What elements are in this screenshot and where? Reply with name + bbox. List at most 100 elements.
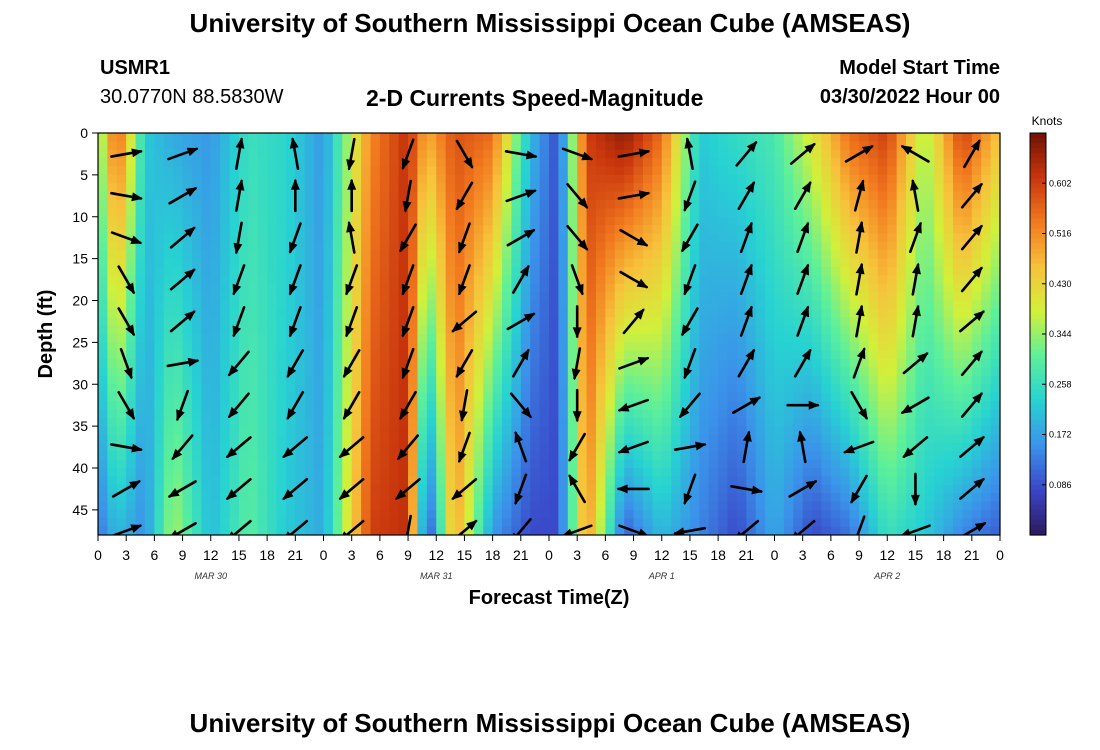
current-vector-arrow [684,137,694,171]
heatmap-cell [661,417,672,427]
heatmap-cell [614,208,625,218]
heatmap-cell [586,359,597,369]
heatmap-cell [267,158,278,168]
heatmap-cell [361,250,372,260]
heatmap-cell [746,283,757,293]
heatmap-cell [558,468,569,477]
heatmap-cell [727,317,738,327]
heatmap-cell [887,442,898,452]
heatmap-cell [436,325,447,335]
heatmap-cell [877,392,888,402]
heatmap-cell [248,241,259,251]
heatmap-cell [473,233,484,243]
heatmap-cell [887,258,898,268]
heatmap-cell [135,317,146,327]
heatmap-cell [567,359,578,369]
heatmap-cell [276,417,287,427]
heatmap-cell [389,208,400,218]
heatmap-cell [699,225,710,235]
current-vector-arrow [732,396,761,414]
current-vector-arrow [288,264,302,296]
heatmap-cell [220,434,231,444]
heatmap-cell [483,459,494,469]
heatmap-cell [408,367,419,377]
heatmap-cell [295,208,306,218]
heatmap-cell [558,509,569,519]
heatmap-cell [962,149,973,159]
heatmap-cell [812,392,823,402]
heatmap-cell [830,317,841,327]
heatmap-cell [652,451,663,461]
heatmap-cell [727,334,738,343]
heatmap-cell [257,518,268,528]
heatmap-cell [511,409,522,419]
heatmap-cell [332,451,343,461]
heatmap-cell [943,275,954,285]
heatmap-cell [953,275,964,285]
heatmap-cell [417,501,428,511]
heatmap-cell [671,493,682,503]
heatmap-cell [642,200,653,209]
heatmap-cell [332,501,343,511]
heatmap-cell [220,141,231,151]
heatmap-cell [398,501,409,511]
heatmap-cell [455,133,466,142]
heatmap-cell [934,174,945,184]
heatmap-cell [812,241,823,251]
heatmap-cell [248,317,259,327]
heatmap-cell [182,141,193,151]
heatmap-cell [812,350,823,360]
heatmap-cell [906,409,917,419]
heatmap-cell [398,334,409,343]
heatmap-cell [285,518,296,528]
heatmap-cell [924,384,935,394]
heatmap-cell [285,250,296,260]
heatmap-cell [727,367,738,377]
heatmap-cell [295,250,306,260]
heatmap-cell [389,401,400,410]
heatmap-cell [182,241,193,251]
heatmap-cell [652,434,663,444]
heatmap-cell [990,325,1000,335]
heatmap-cell [220,166,231,176]
heatmap-cell [774,200,785,209]
heatmap-cell [755,493,766,503]
heatmap-cell [98,493,108,503]
heatmap-cell [821,342,832,352]
heatmap-cell [642,149,653,159]
colorbar-segment [1030,283,1046,290]
heatmap-cell [708,451,719,461]
heatmap-cell [708,392,719,402]
heatmap-cell [276,300,287,310]
heatmap-cell [502,292,513,302]
current-vector-arrow [347,178,357,213]
heatmap-cell [154,241,165,251]
heatmap-cell [868,476,879,486]
colorbar-tick-label: 0.602 [1049,178,1072,188]
heatmap-cell [699,292,710,302]
heatmap-cell [586,250,597,260]
heatmap-cell [877,317,888,327]
current-vector-arrow [455,181,474,211]
heatmap-cell [887,325,898,335]
heatmap-cell [539,434,550,444]
heatmap-cell [708,350,719,360]
heatmap-cell [220,426,231,436]
heatmap-cell [671,468,682,477]
heatmap-cell [971,283,982,293]
heatmap-cell [408,149,419,159]
heatmap-cell [464,493,475,503]
heatmap-cell [464,225,475,235]
heatmap-cell [614,300,625,310]
heatmap-cell [98,401,108,410]
heatmap-cell [821,426,832,436]
heatmap-cell [642,308,653,318]
heatmap-cell [379,367,390,377]
heatmap-cell [642,183,653,193]
heatmap-cell [840,225,851,235]
heatmap-cell [652,526,663,535]
heatmap-cell [774,468,785,477]
heatmap-cell [934,442,945,452]
heatmap-cell [953,317,964,327]
heatmap-cell [906,359,917,369]
